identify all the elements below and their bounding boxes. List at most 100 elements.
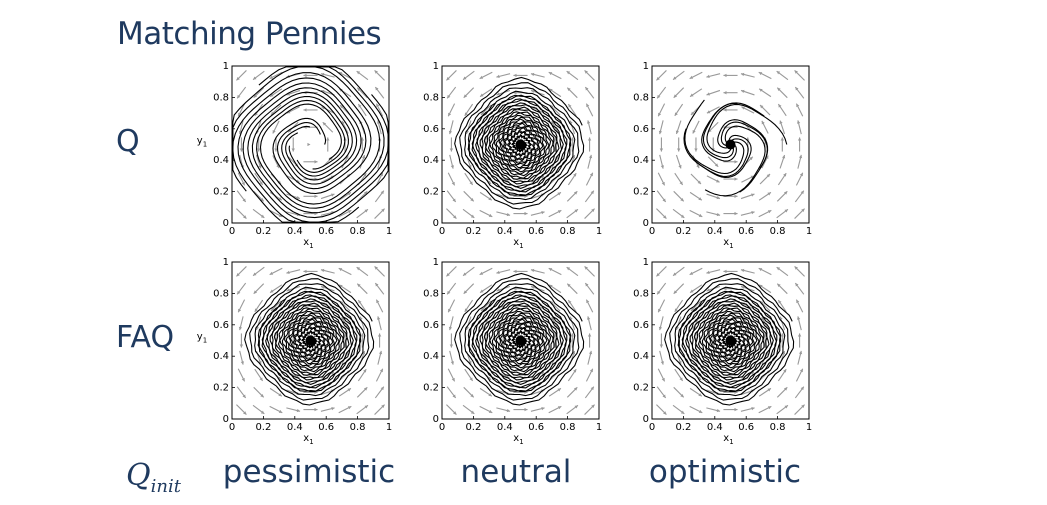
field-arrowhead — [800, 386, 804, 391]
x-tick-label: 0.2 — [465, 422, 481, 433]
field-arrowhead — [479, 75, 484, 79]
trajectory-line — [704, 125, 766, 197]
field-arrowhead — [796, 316, 801, 320]
x-tick-label: 0.2 — [465, 226, 481, 237]
field-arrowhead — [356, 267, 361, 271]
x-tick-label: 0.2 — [675, 226, 691, 237]
chart-panel-q-pessimistic: 0 0.2 0.4 0.6 0.8 1 0 0.2 0.4 0.6 0.8 1 x1 y1 — [197, 61, 392, 250]
equilibrium-point — [515, 335, 526, 346]
field-arrowhead — [464, 112, 468, 116]
chart-panel-q-optimistic: 0 0.2 0.4 0.6 0.8 1 0 0.2 0.4 0.6 0.8 1 x1 — [633, 61, 812, 250]
field-arrowhead — [673, 76, 677, 80]
field-arrowhead — [798, 350, 803, 355]
field-arrowhead — [586, 299, 590, 304]
field-arrowhead — [358, 300, 362, 304]
field-arrowhead — [463, 290, 468, 294]
field-arrowhead — [660, 361, 665, 365]
x-axis-label: x1 — [303, 433, 313, 446]
y-tick-label: 0.4 — [633, 351, 649, 362]
field-arrowhead — [679, 181, 683, 185]
x-tick-label: 0 — [229, 422, 235, 433]
trajectory-line — [237, 82, 362, 223]
field-arrowhead — [364, 405, 368, 409]
field-arrowhead — [570, 137, 574, 141]
field-arrowhead — [780, 333, 784, 337]
field-arrowhead — [706, 288, 710, 292]
x-tick-label: 0.4 — [707, 226, 723, 237]
x-tick-label: 1 — [596, 226, 602, 237]
field-arrowhead — [767, 210, 772, 214]
column-label-optimistic: optimistic — [648, 454, 802, 490]
field-arrowhead — [698, 393, 702, 397]
field-arrowhead — [470, 214, 475, 218]
field-arrowhead — [513, 321, 517, 325]
field-arrowhead — [588, 154, 593, 159]
field-arrowhead — [780, 137, 784, 141]
x-axis-label: x1 — [513, 237, 523, 250]
field-arrowhead — [557, 210, 562, 214]
x-tick-label: 0 — [649, 226, 655, 237]
field-arrowhead — [589, 368, 593, 373]
field-arrowhead — [675, 130, 680, 134]
field-arrowhead — [331, 193, 335, 197]
field-arrowhead — [446, 77, 450, 81]
field-arrowhead — [341, 316, 345, 321]
field-arrowhead — [238, 112, 242, 117]
trajectory-line — [454, 272, 585, 406]
field-arrowhead — [658, 308, 662, 313]
field-arrowhead — [568, 104, 572, 108]
field-arrowhead — [767, 388, 771, 392]
field-arrowhead — [795, 283, 799, 287]
x-tick-label: 0.8 — [350, 226, 366, 237]
y-tick-label: 0 — [223, 414, 229, 425]
field-arrowhead — [381, 208, 385, 212]
field-arrowhead — [680, 410, 685, 414]
field-arrowhead — [548, 268, 553, 272]
field-arrowhead — [307, 142, 311, 147]
field-arrowhead — [777, 87, 781, 92]
field-arrowhead — [270, 93, 274, 97]
field-arrowhead — [531, 285, 535, 290]
field-arrowhead — [453, 215, 457, 219]
y-tick-label: 0 — [223, 218, 229, 229]
field-arrowhead — [236, 77, 240, 81]
y-tick-label: 0.2 — [423, 187, 439, 198]
field-arrowhead — [506, 212, 511, 217]
field-arrowhead — [798, 154, 803, 159]
field-arrowhead — [513, 125, 517, 129]
y-tick-label: 0.4 — [633, 155, 649, 166]
field-arrowhead — [479, 271, 484, 275]
field-arrowhead — [253, 76, 257, 80]
field-arrowhead — [706, 74, 710, 79]
field-arrowhead — [797, 333, 802, 337]
field-arrowhead — [506, 408, 511, 413]
x-tick-label: 0.8 — [770, 422, 786, 433]
y-tick-label: 0.2 — [213, 383, 229, 394]
y-tick-label: 1 — [643, 61, 649, 72]
field-arrowhead — [448, 326, 453, 331]
field-arrowhead — [723, 287, 727, 291]
field-arrowhead — [657, 94, 661, 99]
field-arrowhead — [690, 111, 695, 115]
field-arrowhead — [347, 210, 352, 214]
field-arrowhead — [530, 268, 535, 273]
field-arrowhead — [716, 212, 721, 217]
y-tick-label: 0 — [643, 414, 649, 425]
trajectory-line — [251, 66, 389, 214]
field-arrowhead — [286, 288, 290, 292]
field-arrowhead — [451, 377, 455, 382]
field-arrowhead — [278, 213, 283, 217]
field-arrowhead — [706, 92, 710, 96]
y-tick-label: 0.8 — [423, 288, 439, 299]
field-arrowhead — [557, 388, 561, 392]
field-arrowhead — [488, 197, 492, 201]
y-tick-label: 0 — [433, 218, 439, 229]
field-arrowhead — [463, 272, 467, 276]
field-arrowhead — [658, 112, 662, 117]
field-arrowhead — [734, 407, 738, 412]
field-arrowhead — [734, 177, 738, 181]
field-arrowhead — [796, 299, 800, 304]
field-arrowhead — [751, 210, 755, 215]
x-tick-label: 0.2 — [675, 422, 691, 433]
trajectory-line — [232, 66, 381, 205]
